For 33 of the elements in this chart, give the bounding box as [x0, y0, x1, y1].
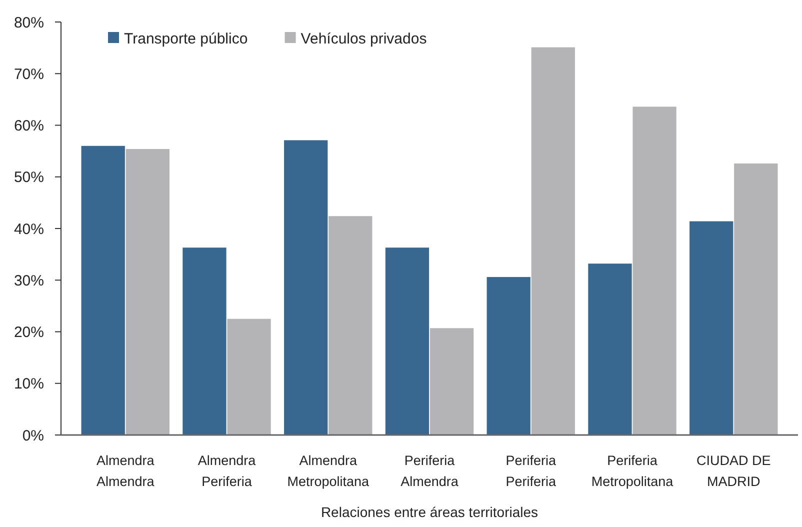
y-tick-label: 20%	[14, 324, 44, 341]
bar	[81, 146, 125, 435]
x-tick-label: CIUDAD DE MADRID	[696, 453, 771, 489]
legend-label: Transporte público	[124, 30, 248, 48]
x-tick-label: Almendra Periferia	[198, 453, 256, 489]
legend-label: Vehículos privados	[300, 30, 427, 48]
x-tick-label: Almendra Metropolitana	[287, 453, 370, 489]
y-tick-label: 10%	[14, 376, 44, 393]
y-tick-label: 70%	[14, 66, 44, 83]
bar	[486, 277, 530, 435]
bar	[284, 140, 328, 435]
bar	[126, 148, 170, 435]
y-tick-label: 30%	[14, 272, 44, 290]
x-tick-label: Periferia Almendra	[400, 453, 459, 489]
y-tick-label: 0%	[22, 427, 44, 444]
y-tick-label: 60%	[14, 118, 44, 134]
bar	[632, 106, 676, 435]
bar	[734, 163, 778, 435]
x-tick-label: Periferia Periferia	[506, 453, 556, 489]
x-axis-title: Relaciones entre áreas territoriales	[320, 504, 538, 520]
bar	[182, 248, 226, 435]
y-tick-label: 80%	[14, 14, 44, 32]
bar	[430, 328, 474, 435]
bar	[328, 216, 372, 435]
bar	[531, 47, 575, 435]
bar	[588, 264, 632, 435]
y-tick-label: 40%	[14, 220, 44, 238]
bar	[227, 318, 271, 435]
y-tick-label: 50%	[14, 169, 44, 186]
x-tick-label: Periferia Metropolitana	[591, 453, 674, 489]
bar	[690, 221, 734, 435]
x-tick-label: Almendra Almendra	[96, 453, 155, 489]
bar	[385, 248, 430, 435]
